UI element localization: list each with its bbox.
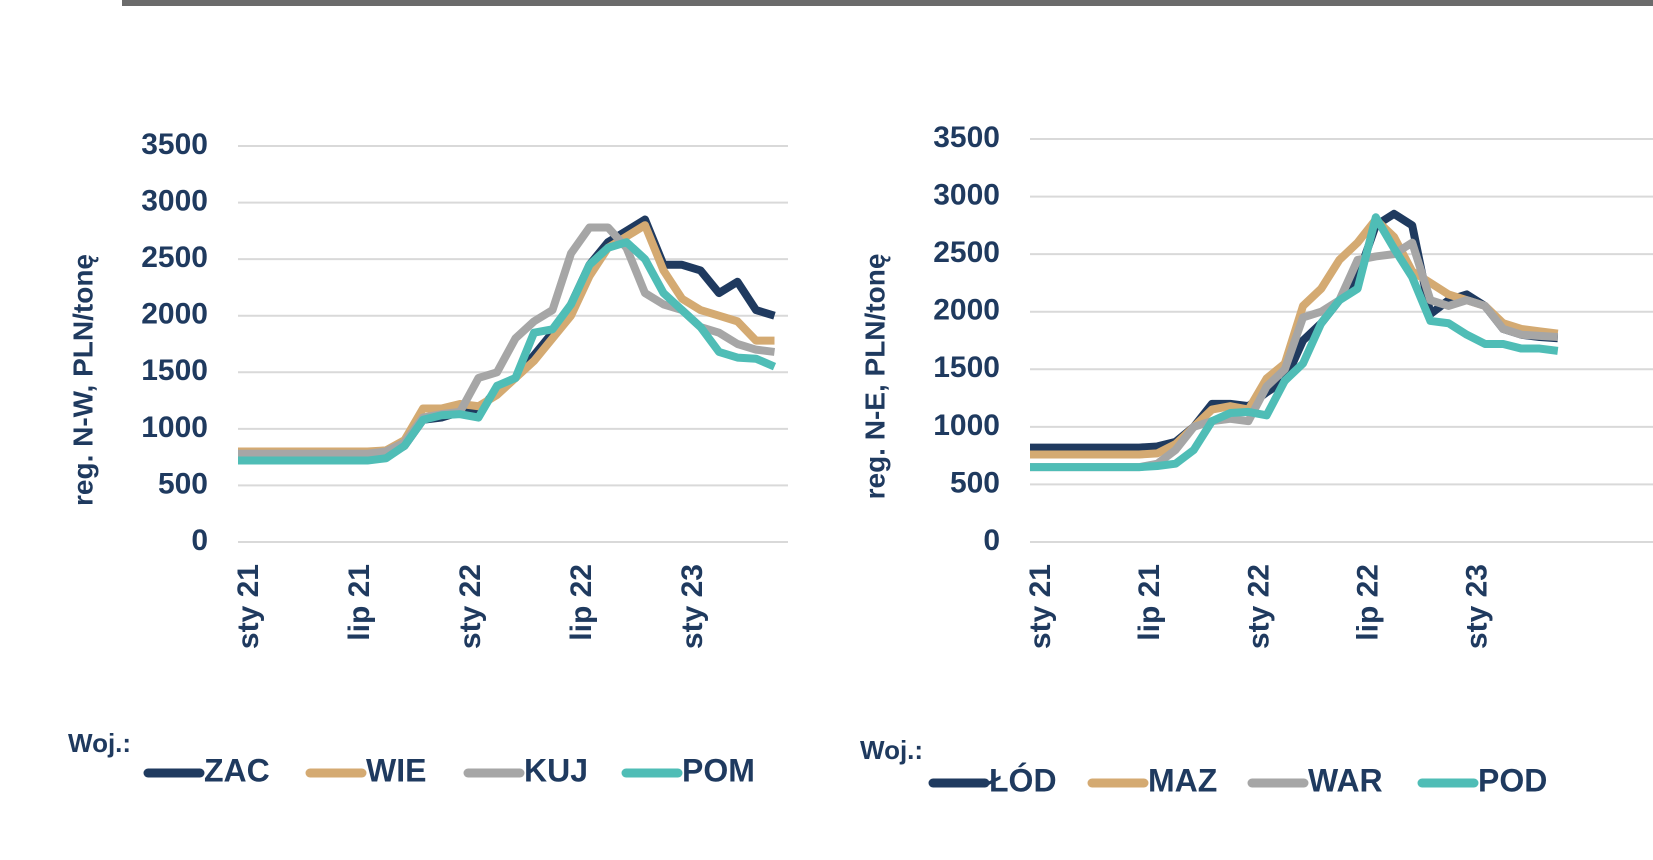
x-tick-label: sty 21 bbox=[232, 564, 265, 649]
series-line bbox=[1030, 238, 1559, 472]
series-line bbox=[238, 223, 775, 458]
x-tick-label: lip 21 bbox=[1133, 564, 1166, 641]
x-tick-label: lip 22 bbox=[565, 564, 598, 641]
legend-label: ZAC bbox=[204, 752, 270, 788]
series-line bbox=[1030, 209, 1559, 452]
x-tick-label: sty 23 bbox=[676, 564, 709, 649]
y-tick-label: 0 bbox=[191, 524, 208, 557]
y-tick-label: 2500 bbox=[933, 236, 1000, 269]
y-tick-label: 1000 bbox=[933, 409, 1000, 442]
x-tick-label: lip 22 bbox=[1352, 564, 1385, 641]
legend-label: POM bbox=[682, 752, 755, 788]
legend-label: POD bbox=[1478, 762, 1547, 798]
y-tick-label: 0 bbox=[983, 524, 1000, 557]
y-tick-label: 2000 bbox=[141, 298, 208, 331]
y-tick-label: 3500 bbox=[933, 121, 1000, 154]
y-tick-label: 500 bbox=[158, 467, 208, 500]
series-line bbox=[238, 215, 776, 462]
legend-label: KUJ bbox=[524, 752, 588, 788]
y-tick-label: 2500 bbox=[141, 241, 208, 274]
x-tick-label: sty 23 bbox=[1461, 564, 1494, 649]
legend-label: ŁÓD bbox=[989, 762, 1057, 798]
legend-title: Woj.: bbox=[860, 735, 923, 765]
x-tick-label: sty 21 bbox=[1024, 564, 1057, 649]
x-tick-label: sty 22 bbox=[1242, 564, 1275, 649]
top-bar bbox=[122, 0, 1653, 6]
y-tick-label: 3000 bbox=[933, 178, 1000, 211]
legend-label: WAR bbox=[1308, 762, 1383, 798]
y-tick-label: 3500 bbox=[141, 128, 208, 161]
y-tick-label: 2000 bbox=[933, 294, 1000, 327]
y-tick-label: 3000 bbox=[141, 184, 208, 217]
y-tick-label: 1500 bbox=[141, 354, 208, 387]
y-tick-label: 500 bbox=[950, 466, 1000, 499]
series-line bbox=[238, 238, 777, 465]
x-tick-label: sty 22 bbox=[454, 564, 487, 649]
series-line bbox=[1030, 213, 1559, 472]
legend-label: WIE bbox=[366, 752, 426, 788]
legend-title: Woj.: bbox=[68, 728, 131, 758]
y-axis-label: reg. N-W, PLN/tonę bbox=[67, 254, 98, 506]
y-axis-label: reg. N-E, PLN/tonę bbox=[859, 254, 890, 500]
x-tick-label: lip 21 bbox=[343, 564, 376, 641]
y-tick-label: 1000 bbox=[141, 411, 208, 444]
legend-label: MAZ bbox=[1148, 762, 1217, 798]
y-tick-label: 1500 bbox=[933, 351, 1000, 384]
